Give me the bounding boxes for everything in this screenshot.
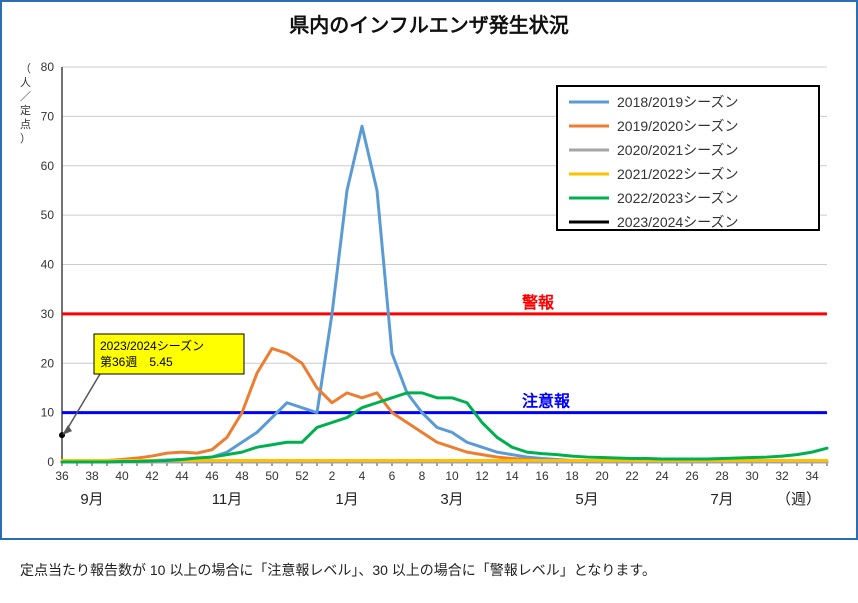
svg-text:22: 22 [625,469,639,483]
svg-text:0: 0 [47,455,54,469]
svg-text:48: 48 [235,469,249,483]
svg-text:2018/2019シーズン: 2018/2019シーズン [617,94,738,110]
svg-text:26: 26 [685,469,699,483]
svg-text:10: 10 [445,469,459,483]
svg-text:80: 80 [41,60,55,74]
line-chart: 県内のインフルエンザ発生状況 （人／定点） 0 10 20 30 40 50 60 70 80 36 3… [2,2,856,538]
svg-text:46: 46 [205,469,219,483]
svg-text:36: 36 [55,469,69,483]
svg-text:28: 28 [715,469,729,483]
svg-text:70: 70 [41,109,55,123]
svg-text:注意報: 注意報 [522,392,571,411]
svg-text:8: 8 [419,469,426,483]
svg-text:40: 40 [115,469,129,483]
svg-text:11月: 11月 [212,491,243,508]
svg-text:9月: 9月 [80,491,103,508]
svg-text:20: 20 [41,356,55,370]
svg-text:42: 42 [145,469,159,483]
chart-container: 県内のインフルエンザ発生状況 （人／定点） 0 10 20 30 40 50 60 70 80 36 3… [0,0,858,540]
svg-text:1月: 1月 [335,491,358,508]
svg-text:）: ） [20,132,31,145]
svg-text:2: 2 [329,469,336,483]
svg-text:2023/2024シーズン: 2023/2024シーズン [617,214,738,230]
svg-text:16: 16 [535,469,549,483]
svg-text:定: 定 [20,103,31,117]
svg-text:2023/2024シーズン: 2023/2024シーズン [100,338,204,353]
svg-text:2020/2021シーズン: 2020/2021シーズン [617,142,738,158]
svg-text:30: 30 [41,307,55,321]
svg-text:20: 20 [595,469,609,483]
svg-text:点: 点 [20,118,31,131]
svg-text:40: 40 [41,258,55,272]
svg-text:60: 60 [41,159,55,173]
svg-text:12: 12 [475,469,489,483]
svg-text:6: 6 [389,469,396,483]
svg-text:県内のインフルエンザ発生状況: 県内のインフルエンザ発生状況 [289,13,568,37]
svg-text:2021/2022シーズン: 2021/2022シーズン [617,166,738,182]
svg-text:10: 10 [41,406,55,420]
svg-text:（: （ [20,62,31,75]
svg-text:32: 32 [775,469,789,483]
svg-text:7月: 7月 [710,491,733,508]
svg-text:2019/2020シーズン: 2019/2020シーズン [617,118,738,134]
svg-text:（週）: （週） [776,491,821,508]
svg-text:30: 30 [745,469,759,483]
svg-text:4: 4 [359,469,366,483]
svg-text:警報: 警報 [521,293,555,312]
svg-text:34: 34 [805,469,819,483]
svg-text:44: 44 [175,469,189,483]
svg-text:5月: 5月 [575,491,598,508]
svg-text:38: 38 [85,469,99,483]
svg-text:／: ／ [20,90,31,103]
svg-text:50: 50 [41,208,55,222]
svg-text:人: 人 [20,76,31,89]
svg-text:52: 52 [295,469,309,483]
svg-text:2022/2023シーズン: 2022/2023シーズン [617,190,738,206]
svg-text:3月: 3月 [440,491,463,508]
svg-text:第36週 5.45: 第36週 5.45 [100,355,173,369]
svg-text:24: 24 [655,469,669,483]
svg-text:50: 50 [265,469,279,483]
svg-text:18: 18 [565,469,579,483]
svg-text:14: 14 [505,469,519,483]
caption-text: 定点当たり報告数が 10 以上の場合に「注意報レベル」、30 以上の場合に「警報… [20,560,840,580]
